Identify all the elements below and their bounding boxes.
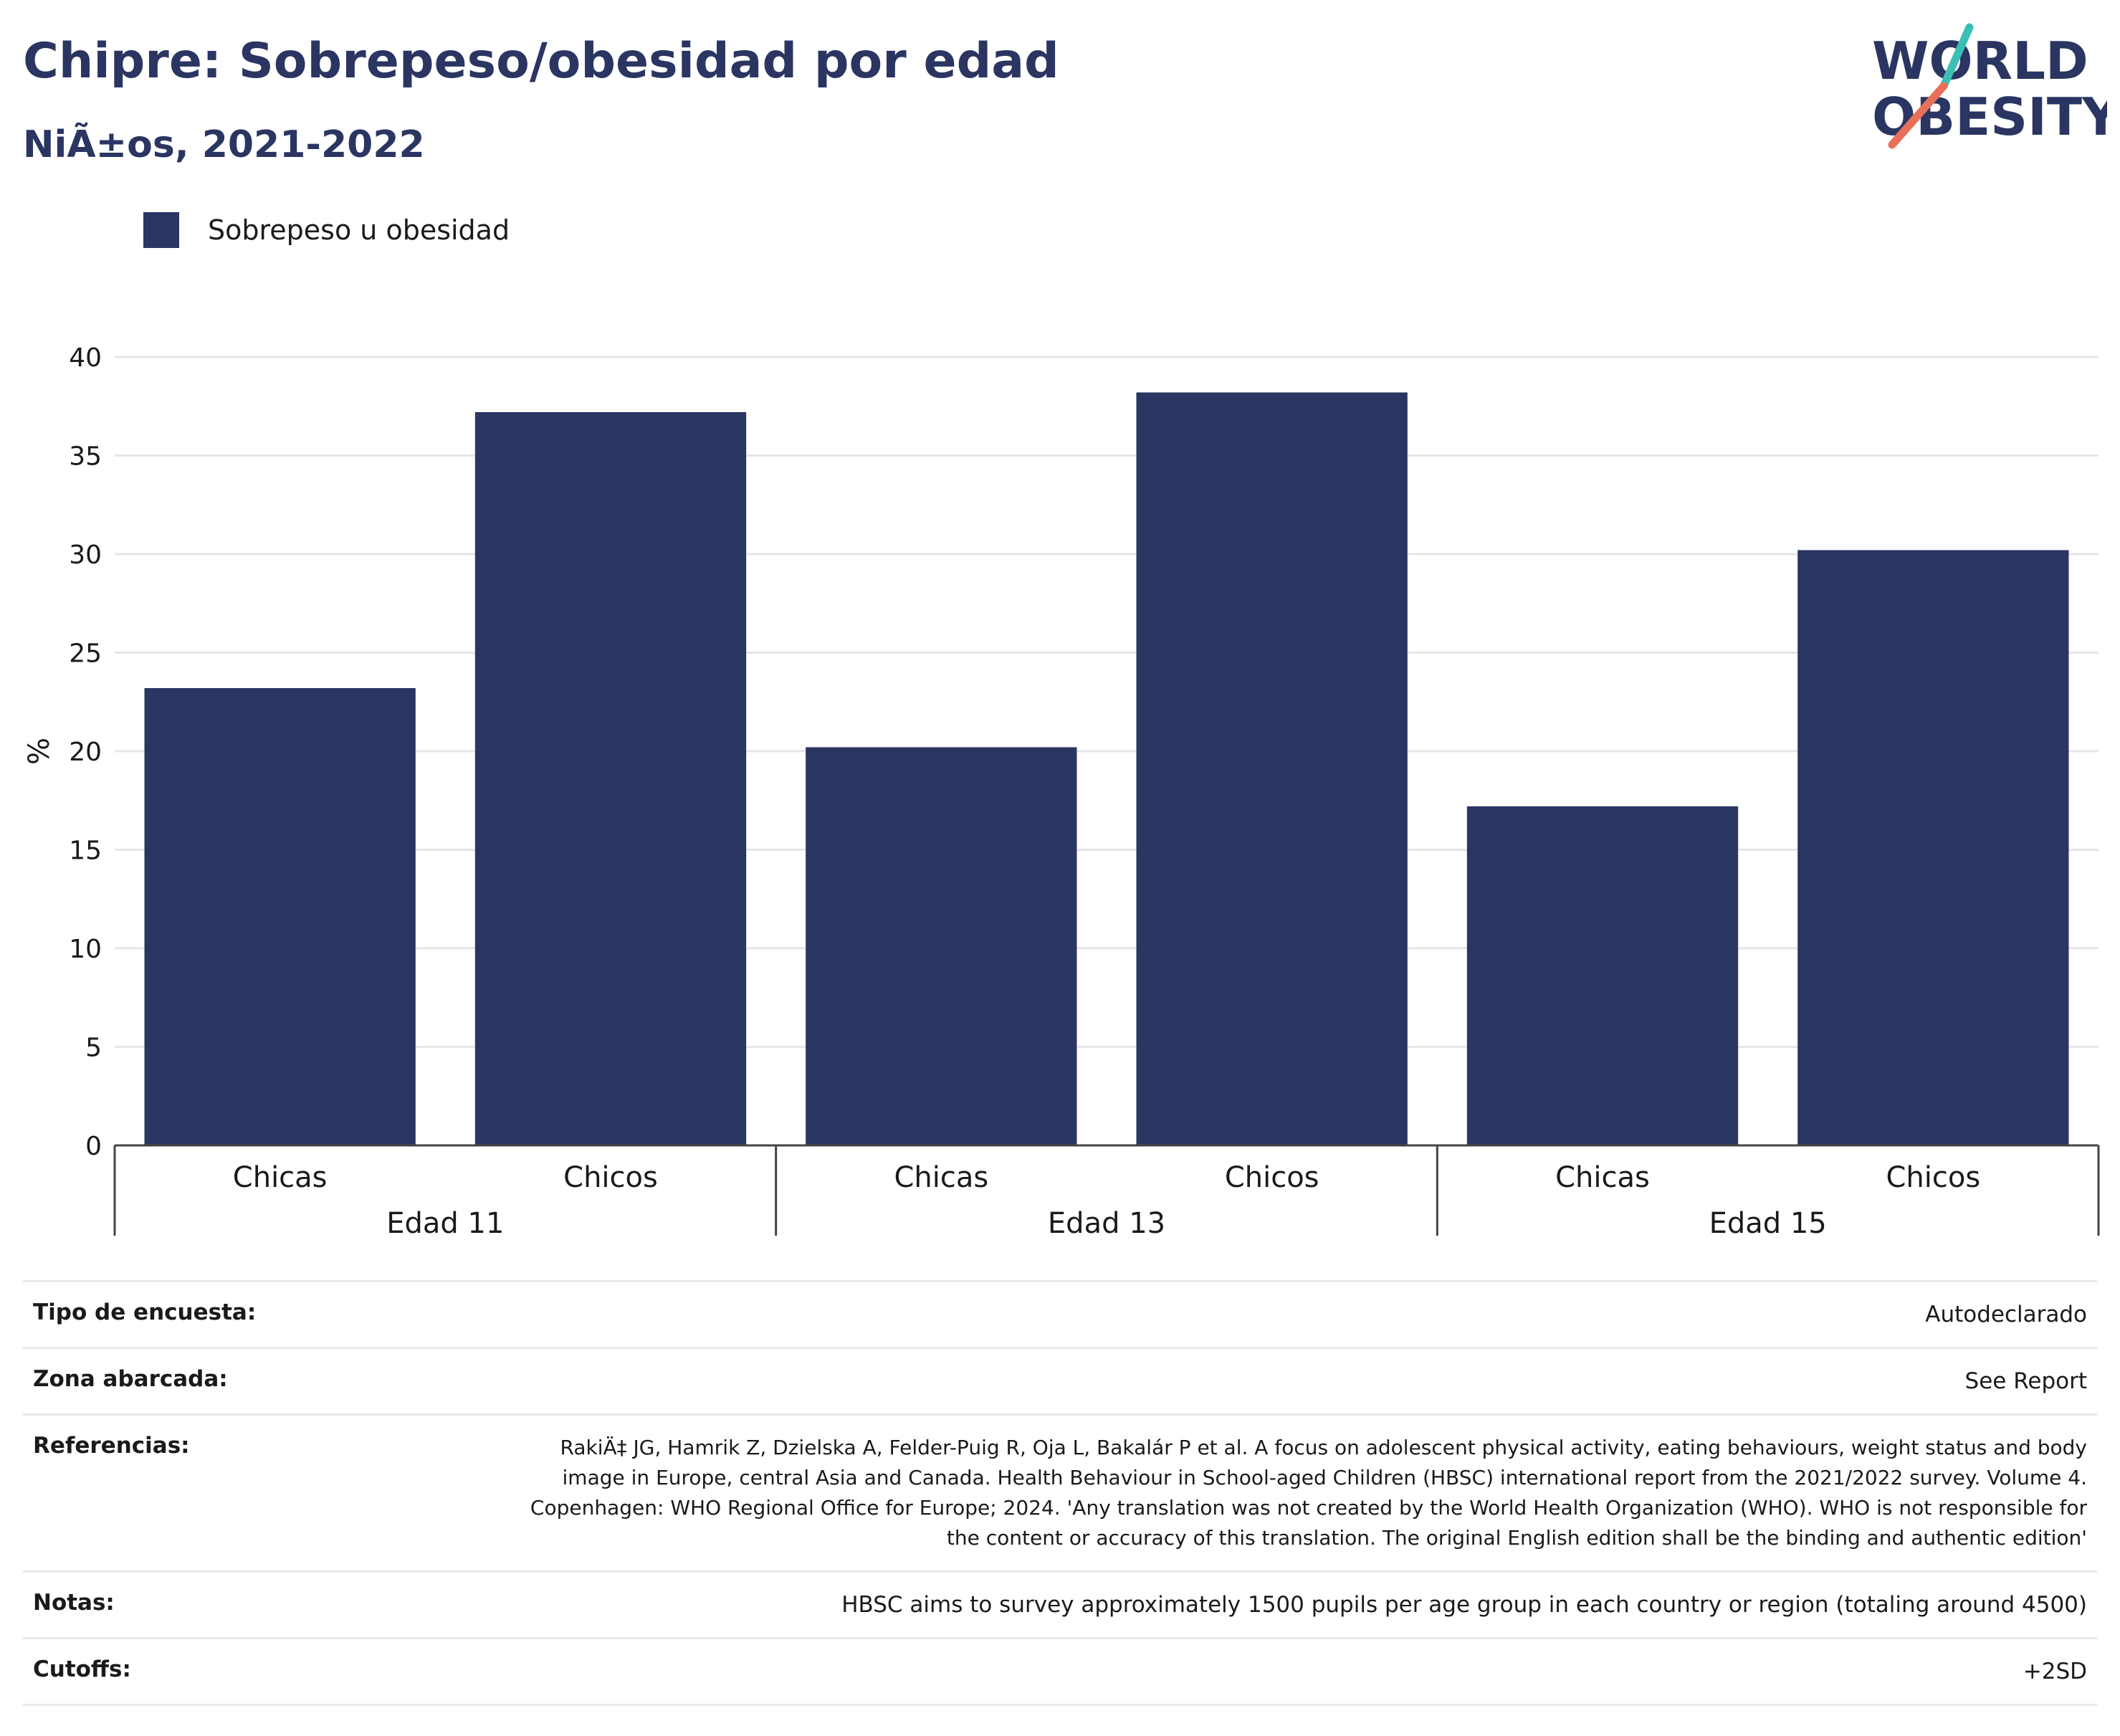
x-group-label: Edad 15	[1709, 1207, 1827, 1240]
bar	[474, 412, 747, 1145]
cutoffs-label: Cutoffs:	[33, 1656, 131, 1682]
x-category-label: Chicas	[894, 1161, 988, 1194]
logo-slash-bottom	[1888, 82, 1948, 149]
bar	[1466, 806, 1739, 1145]
y-tick-label: 35	[69, 442, 102, 472]
logo-line2: OBESITY	[1872, 87, 2107, 147]
coverage-label: Zona abarcada:	[33, 1366, 228, 1392]
info-row-survey-type: Tipo de encuesta: Autodeclarado	[23, 1280, 2097, 1347]
bar	[1797, 550, 2069, 1145]
y-tick-label: 15	[69, 836, 102, 866]
y-tick-label: 20	[69, 738, 102, 767]
logo-line1: WORLD	[1872, 31, 2088, 91]
y-tick-label: 30	[69, 540, 102, 570]
legend-label: Sobrepeso u obesidad	[208, 214, 510, 246]
legend-swatch	[143, 212, 179, 248]
world-obesity-logo: WORLD OBESITY	[1872, 23, 2107, 149]
y-tick-label: 40	[69, 343, 102, 373]
page-title: Chipre: Sobrepeso/obesidad por edad	[23, 33, 1059, 90]
logo-slash-top	[1939, 23, 1974, 90]
notes-value: HBSC aims to survey approximately 1500 p…	[841, 1592, 2087, 1618]
info-row-references: Referencias: RakiÄ‡ JG, Hamrik Z, Dziels…	[23, 1413, 2097, 1570]
x-category-label: Chicas	[233, 1161, 328, 1194]
y-tick-label: 5	[85, 1034, 102, 1063]
coverage-value: See Report	[1964, 1368, 2087, 1394]
references-value: RakiÄ‡ JG, Hamrik Z, Dzielska A, Felder-…	[530, 1436, 2087, 1550]
bar	[806, 747, 1077, 1145]
y-tick-label: 0	[85, 1132, 102, 1161]
bar-chart: 0 5 10 15 20 25 30 35 40% Chicas Chicos Edad 11 Chic…	[23, 343, 2100, 1240]
info-row-coverage: Zona abarcada: See Report	[23, 1347, 2097, 1413]
y-tick-label: 25	[69, 639, 102, 669]
page-subtitle: NiÃ±os, 2021-2022	[23, 123, 425, 166]
x-category-label: Chicas	[1555, 1161, 1650, 1194]
survey-type-value: Autodeclarado	[1925, 1302, 2087, 1327]
notes-label: Notas:	[33, 1590, 115, 1616]
info-row-cutoffs: Cutoffs: +2SD	[23, 1637, 2097, 1706]
cutoffs-value: +2SD	[2023, 1659, 2087, 1684]
bar	[1136, 392, 1408, 1145]
y-tick-label: 10	[69, 935, 102, 964]
survey-type-label: Tipo de encuesta:	[33, 1299, 257, 1325]
x-category-label: Chicos	[563, 1161, 658, 1194]
references-label: Referencias:	[33, 1433, 190, 1459]
info-table: Tipo de encuesta: Autodeclarado Zona aba…	[23, 1280, 2097, 1706]
chart-legend: Sobrepeso u obesidad	[143, 212, 510, 248]
x-group-label: Edad 13	[1048, 1207, 1165, 1240]
x-category-label: Chicos	[1886, 1161, 1980, 1194]
x-category-label: Chicos	[1225, 1161, 1319, 1194]
x-group-label: Edad 11	[386, 1207, 504, 1240]
info-row-notes: Notas: HBSC aims to survey approximately…	[23, 1570, 2097, 1637]
bar	[144, 688, 416, 1145]
y-axis-label: %	[23, 738, 56, 765]
